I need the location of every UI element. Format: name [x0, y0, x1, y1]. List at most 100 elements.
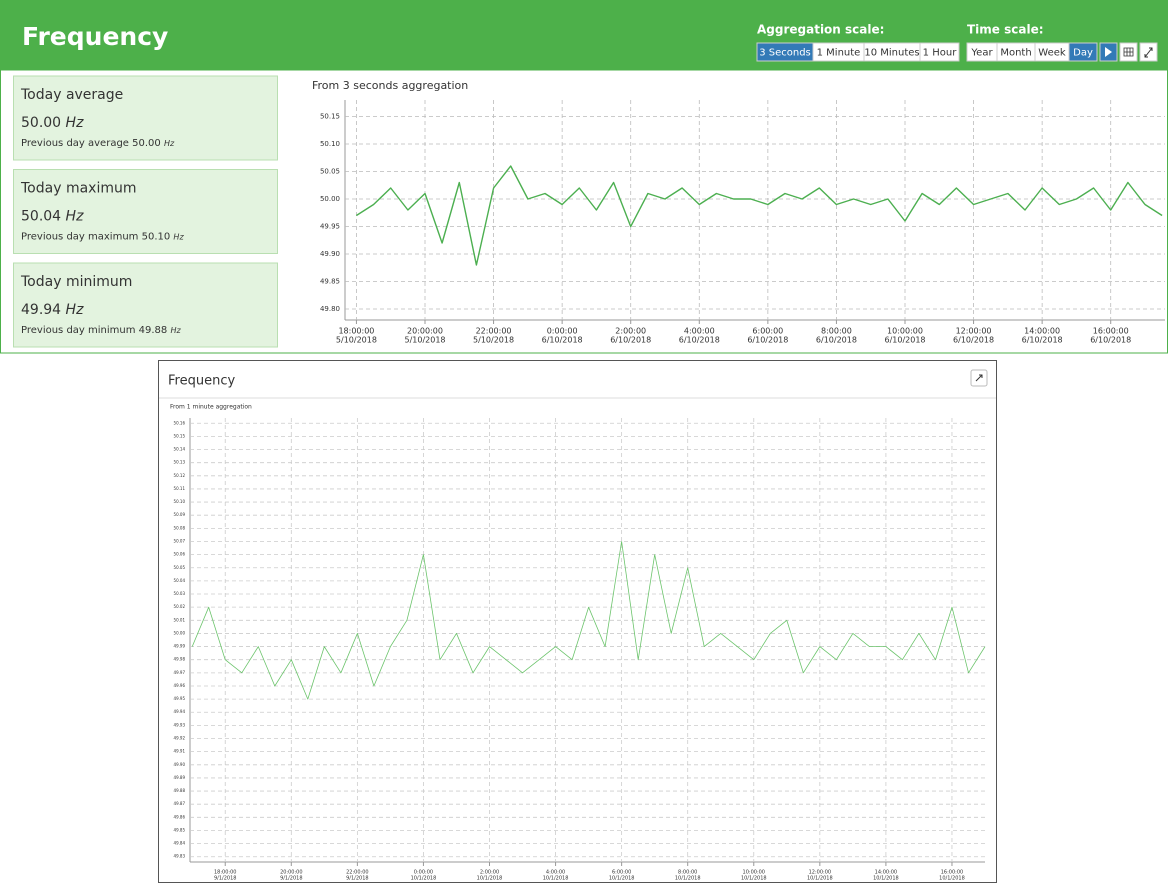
y-tick-label: 50.11 — [174, 486, 186, 491]
x-tick-time: 18:00:00 — [214, 870, 236, 876]
x-tick-date: 10/1/2018 — [543, 876, 569, 882]
x-tick-date: 6/10/2018 — [1022, 336, 1063, 345]
x-tick-date: 10/1/2018 — [411, 876, 437, 882]
previous-label: Previous day average — [21, 138, 129, 149]
y-tick-label: 50.15 — [320, 113, 340, 121]
x-tick-date: 6/10/2018 — [542, 336, 583, 345]
scale-button[interactable] — [1068, 42, 1098, 62]
y-tick-label: 50.00 — [174, 630, 186, 635]
stat-number: 49.94 — [21, 302, 61, 318]
stat-title: Today average — [20, 87, 123, 103]
y-tick-label: 49.99 — [174, 644, 186, 649]
aggregation-label: Aggregation scale: — [757, 23, 884, 37]
x-tick-date: 10/1/2018 — [477, 876, 503, 882]
x-tick-date: 6/10/2018 — [610, 336, 651, 345]
y-tick-label: 49.88 — [174, 788, 186, 793]
y-tick-label: 49.96 — [174, 683, 186, 688]
frequency-line — [191, 541, 986, 700]
x-tick-time: 16:00:00 — [941, 870, 963, 876]
x-tick-time: 14:00:00 — [1024, 327, 1060, 336]
y-tick-label: 50.10 — [320, 140, 340, 148]
previous-number: 50.00 — [132, 138, 161, 149]
y-tick-label: 50.09 — [174, 512, 186, 517]
x-tick-date: 9/1/2018 — [280, 876, 302, 882]
y-tick-label: 49.90 — [320, 250, 340, 258]
scale-button-label: Month — [1000, 48, 1031, 59]
x-tick-date: 6/10/2018 — [747, 336, 788, 345]
stat-value: 50.04 Hz — [21, 209, 84, 225]
x-tick-time: 18:00:00 — [338, 327, 374, 336]
y-tick-label: 50.08 — [174, 525, 186, 530]
x-tick-date: 9/1/2018 — [214, 876, 236, 882]
scale-button-label: Week — [1038, 48, 1066, 59]
x-tick-date: 6/10/2018 — [816, 336, 857, 345]
chart-subtitle: From 3 seconds aggregation — [312, 79, 468, 92]
stat-number: 50.04 — [21, 209, 61, 225]
x-tick-time: 6:00:00 — [752, 327, 783, 336]
y-tick-label: 49.95 — [320, 223, 340, 231]
x-tick-time: 0:00:00 — [414, 870, 433, 876]
x-tick-time: 12:00:00 — [809, 870, 831, 876]
y-tick-label: 49.84 — [174, 841, 186, 846]
x-tick-date: 5/10/2018 — [336, 336, 377, 345]
y-tick-label: 50.15 — [174, 433, 186, 438]
y-tick-label: 50.16 — [174, 420, 186, 425]
y-tick-label: 50.13 — [174, 460, 186, 465]
previous-unit: Hz — [173, 232, 184, 241]
stat-number: 50.00 — [21, 115, 61, 131]
y-tick-label: 49.80 — [320, 305, 340, 313]
y-tick-label: 49.86 — [174, 814, 186, 819]
y-tick-label: 49.83 — [174, 854, 186, 859]
previous-label: Previous day minimum — [21, 325, 135, 336]
y-tick-label: 50.00 — [320, 195, 340, 203]
previous-unit: Hz — [170, 326, 181, 335]
x-tick-time: 14:00:00 — [875, 870, 897, 876]
previous-number: 50.10 — [142, 232, 171, 243]
x-tick-time: 2:00:00 — [480, 870, 499, 876]
previous-unit: Hz — [164, 139, 175, 148]
x-tick-time: 8:00:00 — [678, 870, 697, 876]
x-tick-date: 5/10/2018 — [404, 336, 445, 345]
x-tick-time: 12:00:00 — [956, 327, 992, 336]
x-tick-date: 9/1/2018 — [346, 876, 368, 882]
x-tick-time: 6:00:00 — [612, 870, 631, 876]
y-tick-label: 50.05 — [174, 565, 186, 570]
y-tick-label: 50.14 — [174, 447, 186, 452]
table-icon — [1123, 47, 1134, 57]
play-icon — [1105, 47, 1112, 57]
stat-unit: Hz — [66, 209, 85, 225]
y-tick-label: 50.12 — [174, 473, 186, 478]
x-tick-date: 5/10/2018 — [473, 336, 514, 345]
x-tick-date: 10/1/2018 — [675, 876, 701, 882]
fullscreen-icon — [1144, 47, 1153, 58]
y-tick-label: 50.02 — [174, 604, 186, 609]
stat-value: 49.94 Hz — [21, 302, 84, 318]
y-tick-label: 49.85 — [320, 278, 340, 286]
y-tick-label: 49.93 — [174, 722, 186, 727]
y-tick-label: 50.01 — [174, 617, 186, 622]
x-tick-time: 10:00:00 — [887, 327, 923, 336]
scale-button-label: Day — [1073, 48, 1093, 59]
y-tick-label: 50.04 — [174, 578, 186, 583]
previous-label: Previous day maximum — [21, 232, 138, 243]
x-tick-date: 6/10/2018 — [953, 336, 994, 345]
stat-box — [13, 75, 278, 161]
y-tick-label: 49.98 — [174, 657, 186, 662]
x-tick-time: 4:00:00 — [546, 870, 565, 876]
scale-button[interactable] — [919, 42, 960, 62]
frequency-line — [356, 165, 1163, 266]
x-tick-time: 20:00:00 — [407, 327, 443, 336]
x-tick-time: 22:00:00 — [346, 870, 368, 876]
x-tick-date: 10/1/2018 — [741, 876, 767, 882]
x-tick-time: 0:00:00 — [547, 327, 578, 336]
x-tick-date: 10/1/2018 — [939, 876, 965, 882]
stat-box — [13, 169, 278, 254]
y-tick-label: 49.89 — [174, 775, 186, 780]
stat-previous: Previous day maximum 50.10 Hz — [21, 232, 184, 243]
stat-previous: Previous day average 50.00 Hz — [21, 138, 175, 149]
y-tick-label: 50.07 — [174, 538, 186, 543]
x-tick-time: 10:00:00 — [743, 870, 765, 876]
y-tick-label: 49.94 — [174, 709, 186, 714]
scale-button-label: 1 Minute — [817, 48, 861, 59]
